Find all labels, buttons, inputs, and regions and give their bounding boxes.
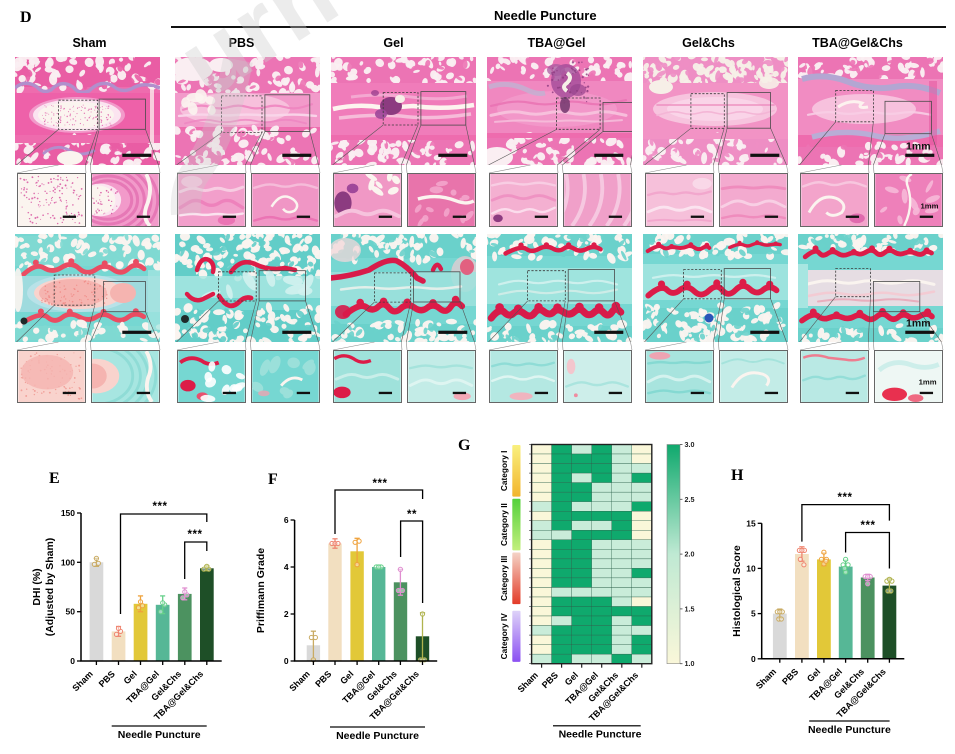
svg-text:50: 50	[66, 607, 76, 617]
svg-text:Category III: Category III	[499, 556, 509, 601]
svg-text:(Adjusted by Sham): (Adjusted by Sham)	[44, 538, 56, 637]
svg-text:2.5: 2.5	[685, 495, 695, 504]
svg-text:DHI (%): DHI (%)	[31, 568, 43, 605]
svg-text:F: F	[268, 471, 278, 488]
svg-text:Category II: Category II	[499, 503, 509, 546]
svg-text:4: 4	[284, 562, 289, 572]
svg-text:G: G	[458, 437, 471, 454]
svg-text:Histological Score: Histological Score	[731, 545, 743, 637]
svg-text:Gel: Gel	[805, 667, 822, 684]
svg-text:Category I: Category I	[499, 451, 509, 492]
svg-text:***: ***	[188, 529, 203, 541]
svg-text:3.0: 3.0	[685, 440, 695, 449]
svg-text:1mm: 1mm	[906, 317, 931, 329]
svg-text:Needle Puncture: Needle Puncture	[336, 730, 419, 742]
svg-text:Gel: Gel	[338, 669, 355, 686]
svg-text:Needle Puncture: Needle Puncture	[559, 729, 642, 741]
svg-text:Priffimann Grade: Priffimann Grade	[255, 548, 267, 633]
svg-text:H: H	[731, 467, 744, 484]
svg-text:0: 0	[70, 656, 75, 666]
svg-text:150: 150	[61, 508, 75, 518]
svg-text:1mm: 1mm	[921, 202, 939, 211]
svg-text:E: E	[49, 470, 60, 487]
svg-text:15: 15	[746, 518, 756, 528]
svg-text:10: 10	[746, 563, 756, 573]
svg-text:Category IV: Category IV	[499, 613, 509, 660]
svg-text:**: **	[407, 509, 417, 521]
svg-text:100: 100	[61, 557, 75, 567]
svg-text:PBS: PBS	[780, 667, 800, 687]
svg-text:0: 0	[751, 654, 756, 664]
svg-text:1mm: 1mm	[906, 140, 931, 152]
svg-text:***: ***	[153, 501, 168, 513]
svg-text:Sham: Sham	[754, 667, 778, 691]
svg-text:Sham: Sham	[287, 669, 311, 693]
svg-text:urn: urn	[160, 0, 357, 118]
svg-text:PBS: PBS	[97, 669, 117, 689]
svg-text:PBS: PBS	[313, 669, 333, 689]
svg-text:2.0: 2.0	[685, 550, 695, 559]
svg-text:1.5: 1.5	[685, 604, 695, 613]
svg-text:Gel: Gel	[122, 669, 139, 686]
svg-text:6: 6	[284, 515, 289, 525]
svg-text:1mm: 1mm	[919, 378, 937, 387]
svg-text:Needle Puncture: Needle Puncture	[118, 729, 201, 741]
svg-text:0: 0	[284, 656, 289, 666]
svg-text:Sham: Sham	[516, 670, 540, 694]
svg-text:2: 2	[284, 609, 289, 619]
svg-text:***: ***	[861, 520, 876, 532]
svg-text:5: 5	[751, 609, 756, 619]
svg-text:1.0: 1.0	[685, 659, 695, 668]
svg-text:Needle Puncture: Needle Puncture	[808, 724, 891, 736]
svg-text:***: ***	[373, 478, 388, 490]
svg-text:PBS: PBS	[540, 670, 560, 690]
svg-text:***: ***	[838, 492, 853, 504]
svg-text:Sham: Sham	[70, 669, 94, 693]
